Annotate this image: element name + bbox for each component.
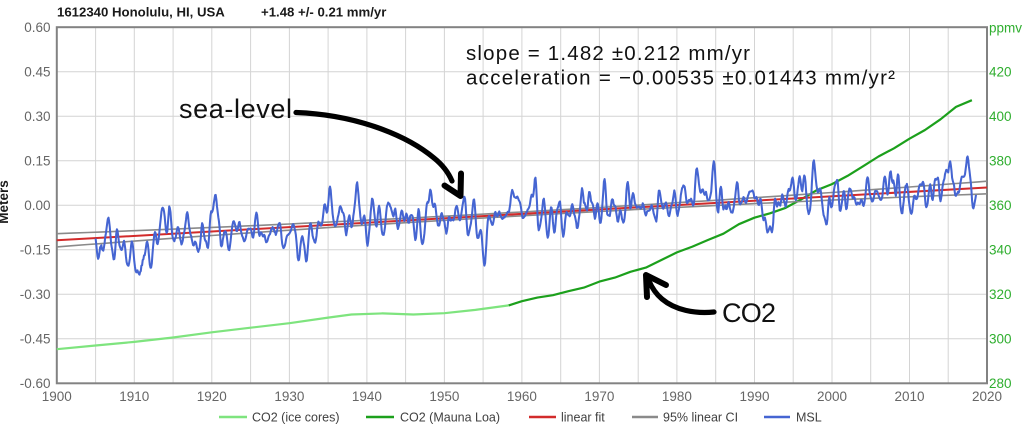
svg-text:320: 320 — [989, 287, 1012, 302]
svg-text:300: 300 — [989, 332, 1012, 347]
svg-text:360: 360 — [989, 198, 1012, 213]
svg-text:1950: 1950 — [429, 389, 459, 404]
svg-text:sea-level: sea-level — [179, 94, 292, 124]
svg-text:CO2 (Mauna Loa): CO2 (Mauna Loa) — [400, 411, 500, 425]
svg-text:1900: 1900 — [42, 389, 72, 404]
svg-text:0.45: 0.45 — [24, 65, 50, 80]
svg-text:1920: 1920 — [197, 389, 227, 404]
svg-text:1930: 1930 — [274, 389, 304, 404]
svg-text:CO2 (ice cores): CO2 (ice cores) — [252, 411, 340, 425]
svg-text:95% linear CI: 95% linear CI — [663, 411, 738, 425]
svg-text:acceleration = −0.00535 ±0.014: acceleration = −0.00535 ±0.01443 mm/yr² — [466, 67, 895, 90]
svg-text:1990: 1990 — [739, 389, 769, 404]
svg-text:380: 380 — [989, 154, 1012, 169]
svg-text:1970: 1970 — [584, 389, 614, 404]
svg-text:+1.48 +/- 0.21 mm/yr: +1.48 +/- 0.21 mm/yr — [261, 5, 386, 20]
svg-text:CO2: CO2 — [722, 298, 776, 328]
svg-text:0.00: 0.00 — [24, 198, 50, 213]
svg-text:-0.15: -0.15 — [20, 243, 51, 258]
svg-text:1980: 1980 — [662, 389, 692, 404]
svg-text:400: 400 — [989, 109, 1012, 124]
svg-text:280: 280 — [989, 376, 1012, 391]
svg-text:-0.30: -0.30 — [20, 287, 51, 302]
svg-text:MSL: MSL — [796, 411, 822, 425]
svg-text:420: 420 — [989, 65, 1012, 80]
svg-text:2000: 2000 — [817, 389, 847, 404]
svg-text:-0.60: -0.60 — [20, 376, 51, 391]
svg-text:Meters: Meters — [0, 180, 11, 224]
svg-text:0.15: 0.15 — [24, 154, 50, 169]
svg-text:1910: 1910 — [119, 389, 149, 404]
svg-text:340: 340 — [989, 243, 1012, 258]
svg-text:-0.45: -0.45 — [20, 332, 51, 347]
svg-text:1612340 Honolulu, HI, USA: 1612340 Honolulu, HI, USA — [57, 5, 225, 20]
svg-text:ppmv: ppmv — [989, 21, 1022, 36]
svg-text:1960: 1960 — [507, 389, 537, 404]
svg-text:0.60: 0.60 — [24, 20, 50, 35]
svg-text:0.30: 0.30 — [24, 109, 50, 124]
svg-text:2020: 2020 — [972, 389, 1002, 404]
svg-text:linear fit: linear fit — [561, 411, 605, 425]
svg-text:2010: 2010 — [894, 389, 924, 404]
svg-text:slope = 1.482 ±0.212 mm/yr: slope = 1.482 ±0.212 mm/yr — [466, 42, 750, 65]
svg-text:1940: 1940 — [352, 389, 382, 404]
